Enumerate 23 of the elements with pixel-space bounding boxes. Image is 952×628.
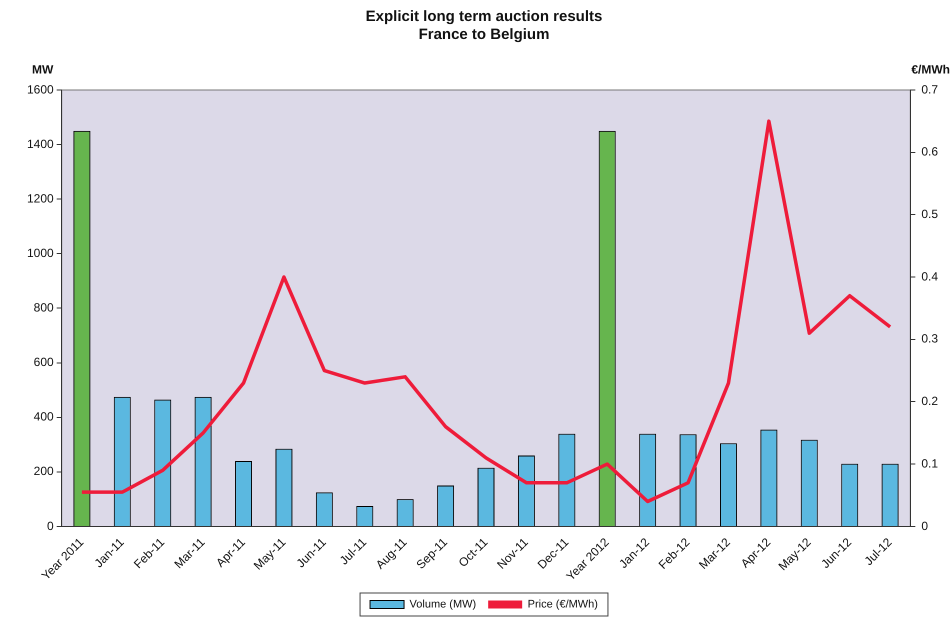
legend-label: Price (€/MWh): [528, 598, 598, 611]
y2-tick-label: 0.2: [921, 394, 938, 408]
y2-tick-label: 0.7: [921, 82, 938, 96]
y-tick-label: 200: [34, 464, 54, 478]
y-tick-label: 1000: [26, 246, 54, 260]
legend-label: Volume (MW): [410, 598, 476, 611]
y-tick-label: 600: [34, 355, 54, 370]
y2-tick-label: 0.3: [921, 332, 938, 346]
y2-tick-label: 0.1: [921, 456, 938, 470]
y2-tick-label: 0: [921, 518, 928, 533]
y2-tick-label: 0.4: [921, 269, 938, 284]
y-axis-title: MW: [32, 62, 54, 76]
chart-title: Explicit long term auction results: [366, 8, 602, 26]
y-tick-label: 400: [34, 410, 54, 424]
y2-tick-label: 0.5: [921, 207, 938, 222]
y-tick-label: 1400: [26, 136, 54, 151]
y-tick-label: 0: [47, 518, 54, 533]
y-tick-label: 1200: [26, 191, 54, 206]
y-tick-label: 800: [34, 300, 54, 315]
y2-tick-label: 0.6: [921, 144, 938, 159]
y2-axis-title: €/MWh: [911, 62, 950, 76]
chart-subtitle: France to Belgium: [418, 26, 550, 44]
y-tick-label: 1600: [26, 82, 54, 96]
